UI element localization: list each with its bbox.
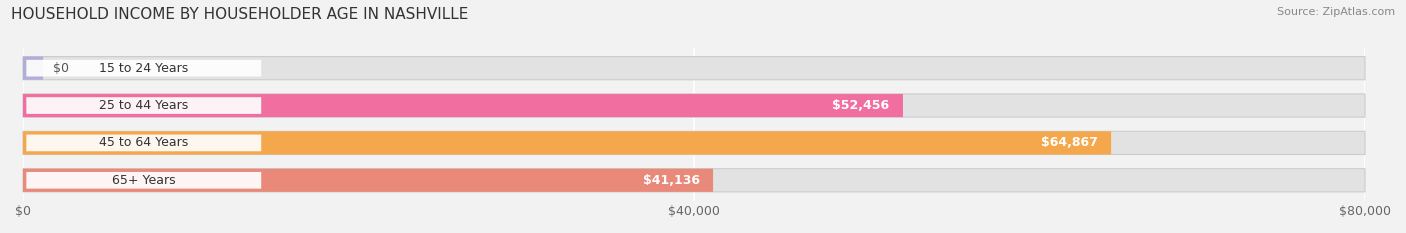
FancyBboxPatch shape [22, 169, 713, 192]
FancyBboxPatch shape [27, 172, 262, 189]
FancyBboxPatch shape [22, 94, 903, 117]
Text: $41,136: $41,136 [643, 174, 700, 187]
FancyBboxPatch shape [27, 135, 262, 151]
Text: 25 to 44 Years: 25 to 44 Years [100, 99, 188, 112]
FancyBboxPatch shape [22, 131, 1111, 154]
Text: Source: ZipAtlas.com: Source: ZipAtlas.com [1277, 7, 1395, 17]
Text: 45 to 64 Years: 45 to 64 Years [100, 136, 188, 149]
FancyBboxPatch shape [27, 60, 262, 76]
FancyBboxPatch shape [22, 94, 1365, 117]
Text: HOUSEHOLD INCOME BY HOUSEHOLDER AGE IN NASHVILLE: HOUSEHOLD INCOME BY HOUSEHOLDER AGE IN N… [11, 7, 468, 22]
Text: 15 to 24 Years: 15 to 24 Years [100, 62, 188, 75]
FancyBboxPatch shape [22, 169, 1365, 192]
Text: $52,456: $52,456 [832, 99, 890, 112]
FancyBboxPatch shape [22, 131, 1365, 154]
Text: $64,867: $64,867 [1040, 136, 1098, 149]
Text: 65+ Years: 65+ Years [112, 174, 176, 187]
FancyBboxPatch shape [22, 57, 1365, 80]
FancyBboxPatch shape [22, 57, 44, 80]
Text: $0: $0 [53, 62, 69, 75]
FancyBboxPatch shape [27, 97, 262, 114]
